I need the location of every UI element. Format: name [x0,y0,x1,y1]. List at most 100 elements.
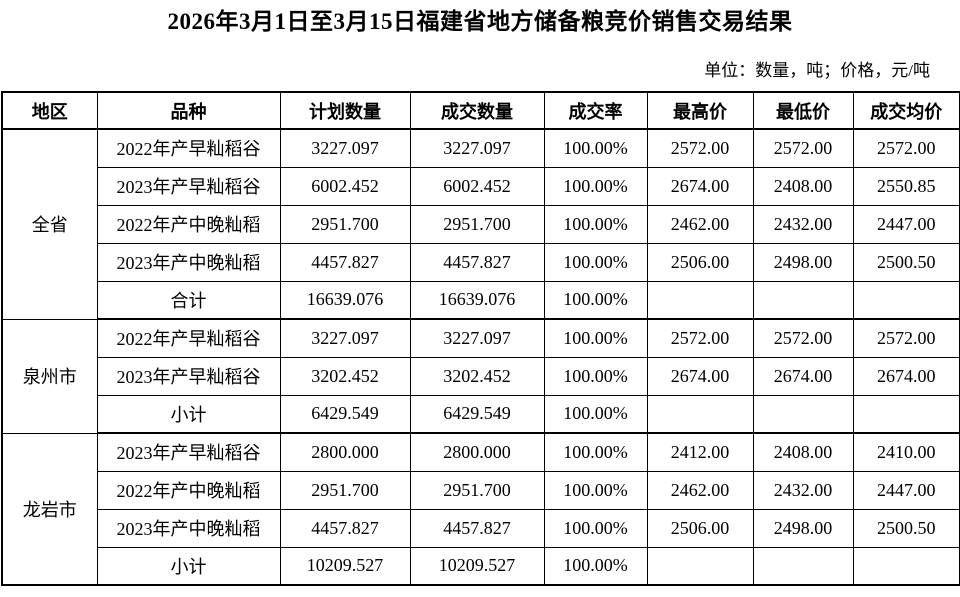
value-cell: 100.00% [543,128,648,168]
value-cell: 2951.700 [279,204,411,244]
value-cell [752,546,854,586]
value-cell: 6429.549 [279,394,411,434]
value-cell: 2951.700 [279,470,411,510]
value-cell: 2572.00 [752,318,854,358]
variety-cell: 2022年产中晚籼稻 [96,204,281,244]
table-row: 2022年产中晚籼稻 2951.700 2951.700 100.00% 2462.00… [2,204,960,244]
value-cell [752,394,854,434]
results-table: 地区 品种 计划数量 成交数量 成交率 最高价 最低价 成交均价 全省 2022年产早籼稻谷 32… [1,91,960,586]
value-cell: 100.00% [543,166,648,206]
table-row: 小计 10209.527 10209.527 100.00% [2,546,960,586]
value-cell [646,394,754,434]
region-cell: 泉州市 [1,318,98,434]
value-cell: 100.00% [543,204,648,244]
column-header: 成交均价 [852,91,960,130]
value-cell: 2951.700 [409,470,545,510]
table-row: 2023年产早籼稻谷 3202.452 3202.452 100.00% 2674.00… [2,356,960,396]
variety-cell: 2023年产早籼稻谷 [96,166,281,206]
value-cell: 16639.076 [279,280,411,320]
value-cell: 2674.00 [852,356,960,396]
value-cell: 2506.00 [646,508,754,548]
value-cell [852,546,960,586]
variety-cell: 2023年产早籼稻谷 [96,432,281,472]
value-cell: 2412.00 [646,432,754,472]
value-cell: 2572.00 [646,128,754,168]
variety-cell: 2023年产早籼稻谷 [96,356,281,396]
column-header: 成交数量 [409,91,545,130]
value-cell: 2572.00 [852,318,960,358]
column-header: 最低价 [752,91,854,130]
value-cell: 16639.076 [409,280,545,320]
value-cell: 3202.452 [279,356,411,396]
value-cell: 2408.00 [752,166,854,206]
value-cell: 2572.00 [646,318,754,358]
page-title: 2026年3月1日至3月15日福建省地方储备粮竞价销售交易结果 [167,9,793,34]
value-cell: 6002.452 [279,166,411,206]
value-cell: 2410.00 [852,432,960,472]
value-cell [646,546,754,586]
value-cell: 2800.000 [279,432,411,472]
table-row: 2023年产中晚籼稻 4457.827 4457.827 100.00% 2506.00… [2,242,960,282]
value-cell: 2498.00 [752,508,854,548]
value-cell: 2506.00 [646,242,754,282]
value-cell: 2462.00 [646,204,754,244]
unit-note: 单位：数量，吨；价格，元/吨 [704,61,930,80]
value-cell: 2432.00 [752,470,854,510]
value-cell: 100.00% [543,546,648,586]
value-cell: 2432.00 [752,204,854,244]
value-cell: 4457.827 [409,508,545,548]
value-cell: 100.00% [543,432,648,472]
variety-cell: 2022年产早籼稻谷 [96,318,281,358]
table-row: 小计 6429.549 6429.549 100.00% [2,394,960,434]
value-cell: 10209.527 [409,546,545,586]
value-cell: 6429.549 [409,394,545,434]
value-cell: 2447.00 [852,204,960,244]
region-cell: 龙岩市 [1,432,98,586]
value-cell: 4457.827 [279,242,411,282]
value-cell: 2800.000 [409,432,545,472]
variety-cell: 小计 [96,394,281,434]
column-header: 品种 [96,91,281,130]
variety-cell: 合计 [96,280,281,320]
table-row: 泉州市 2022年产早籼稻谷 3227.097 3227.097 100.00% 2572… [1,318,960,434]
value-cell: 100.00% [543,318,648,358]
value-cell: 2447.00 [852,470,960,510]
variety-cell: 2022年产早籼稻谷 [96,128,281,168]
value-cell: 2572.00 [852,128,960,168]
value-cell [646,280,754,320]
value-cell: 3202.452 [409,356,545,396]
value-cell: 100.00% [543,242,648,282]
column-header: 计划数量 [279,91,411,130]
variety-cell: 2022年产中晚籼稻 [96,470,281,510]
value-cell: 2550.85 [852,166,960,206]
value-cell: 10209.527 [279,546,411,586]
value-cell: 3227.097 [409,128,545,168]
value-cell [852,394,960,434]
value-cell: 4457.827 [409,242,545,282]
value-cell: 2951.700 [409,204,545,244]
value-cell: 2408.00 [752,432,854,472]
variety-cell: 小计 [96,546,281,586]
table-row: 2023年产中晚籼稻 4457.827 4457.827 100.00% 2506.00… [2,508,960,548]
value-cell [752,280,854,320]
table-body: 全省 2022年产早籼稻谷 3227.097 3227.097 100.00% 2572.… [1,128,960,586]
column-header: 地区 [1,91,98,130]
value-cell: 4457.827 [279,508,411,548]
value-cell: 2674.00 [752,356,854,396]
value-cell: 2462.00 [646,470,754,510]
value-cell: 3227.097 [409,318,545,358]
region-cell: 全省 [1,128,98,320]
value-cell: 2500.50 [852,242,960,282]
variety-cell: 2023年产中晚籼稻 [96,242,281,282]
variety-cell: 2023年产中晚籼稻 [96,508,281,548]
value-cell: 100.00% [543,394,648,434]
column-header: 最高价 [646,91,754,130]
value-cell: 100.00% [543,508,648,548]
value-cell: 2674.00 [646,356,754,396]
table-row: 全省 2022年产早籼稻谷 3227.097 3227.097 100.00% 2572.… [1,128,960,320]
value-cell: 100.00% [543,356,648,396]
value-cell: 3227.097 [279,128,411,168]
value-cell: 100.00% [543,470,648,510]
value-cell: 3227.097 [279,318,411,358]
value-cell: 6002.452 [409,166,545,206]
